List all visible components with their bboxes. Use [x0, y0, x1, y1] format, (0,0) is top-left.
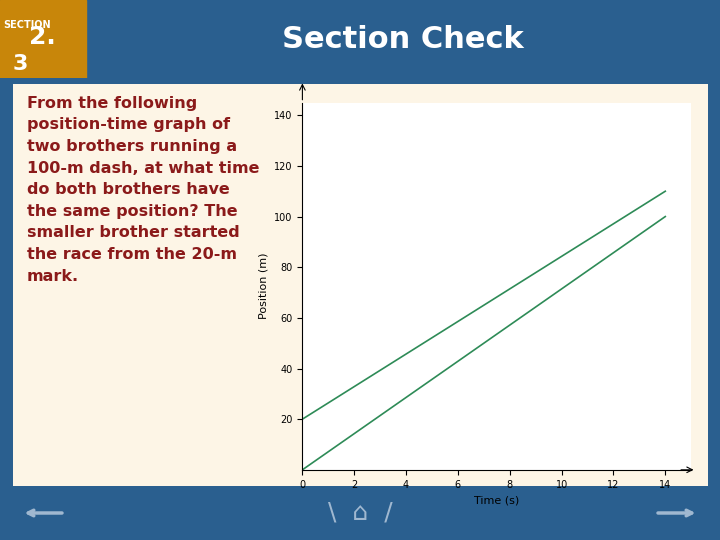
FancyBboxPatch shape	[6, 80, 715, 490]
Y-axis label: Position (m): Position (m)	[258, 253, 269, 320]
FancyBboxPatch shape	[0, 0, 86, 78]
Text: 2.: 2.	[29, 25, 55, 49]
Text: Section Check: Section Check	[282, 25, 524, 53]
X-axis label: Time (s): Time (s)	[474, 495, 519, 505]
Text: \  ⌂  /: \ ⌂ /	[328, 501, 392, 525]
Text: From the following
position-time graph of
two brothers running a
100-m dash, at : From the following position-time graph o…	[27, 96, 259, 284]
Text: 3: 3	[13, 55, 28, 75]
Text: SECTION: SECTION	[4, 19, 51, 30]
